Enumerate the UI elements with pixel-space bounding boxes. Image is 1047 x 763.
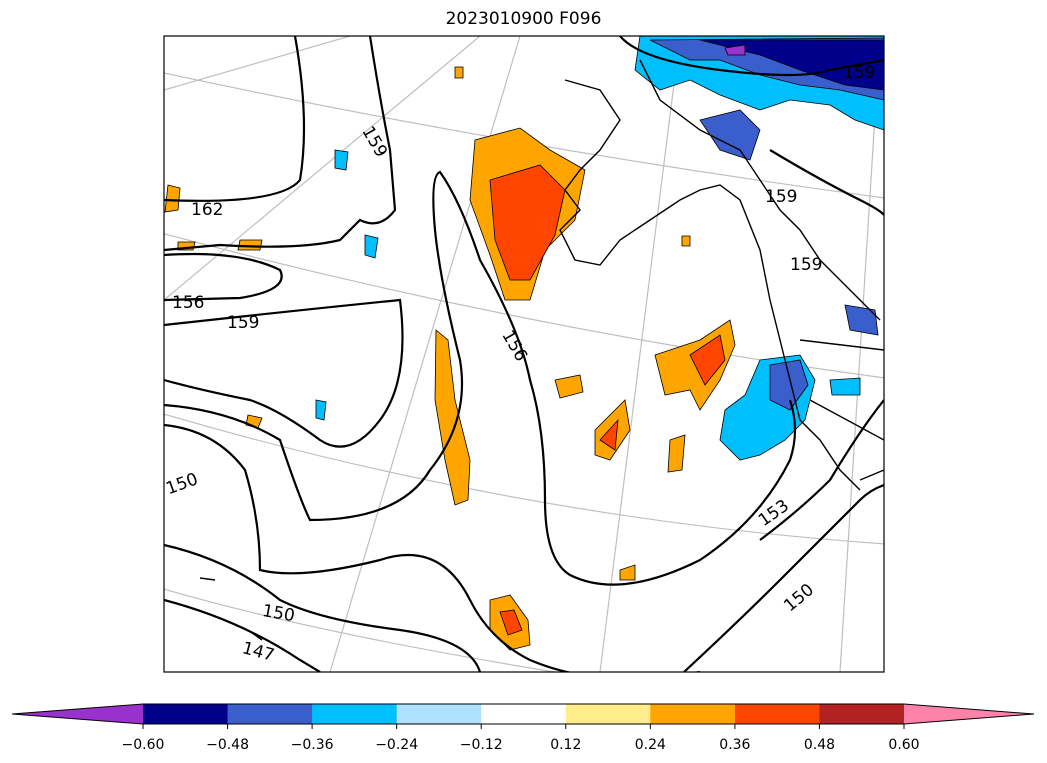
contour-label: 159	[790, 255, 822, 275]
colorbar-tick-label: −0.36	[291, 737, 334, 753]
colorbar-segment	[312, 704, 398, 724]
colorbar-segment	[650, 704, 736, 724]
colorbar-segment	[565, 704, 651, 724]
height-contours	[164, 36, 884, 672]
colorbar-segment	[396, 704, 482, 724]
contour-label: 159	[843, 63, 875, 83]
colorbar-tick-label: −0.12	[460, 737, 503, 753]
colorbar-extend-low	[12, 704, 143, 724]
colorbar-extend-high	[904, 704, 1034, 724]
colorbar-segment	[143, 704, 229, 724]
colorbar-tick-label: 0.48	[804, 737, 835, 753]
colorbar-segment	[734, 704, 820, 724]
contour-label: 156	[172, 293, 204, 313]
colorbar-tick-label: −0.48	[206, 737, 249, 753]
colorbar-tick-label: 0.12	[550, 737, 581, 753]
map-frame	[163, 35, 885, 673]
colorbar-tick-label: −0.60	[122, 737, 165, 753]
shaded-fields	[164, 36, 884, 651]
chart-title: 2023010900 F096	[445, 9, 602, 29]
colorbar-tick-label: 0.60	[888, 737, 919, 753]
contour-label: 162	[191, 200, 223, 220]
colorbar-tick-label: −0.24	[375, 737, 418, 753]
colorbar-tick-label: 0.36	[719, 737, 750, 753]
colorbar-tick-label: 0.24	[635, 737, 666, 753]
contour-label: 159	[227, 313, 259, 333]
colorbar-segment	[481, 704, 567, 724]
colorbar-segment	[819, 704, 905, 724]
coastlines	[199, 59, 884, 641]
colorbar-segment	[227, 704, 313, 724]
contour-label: 159	[765, 187, 797, 207]
